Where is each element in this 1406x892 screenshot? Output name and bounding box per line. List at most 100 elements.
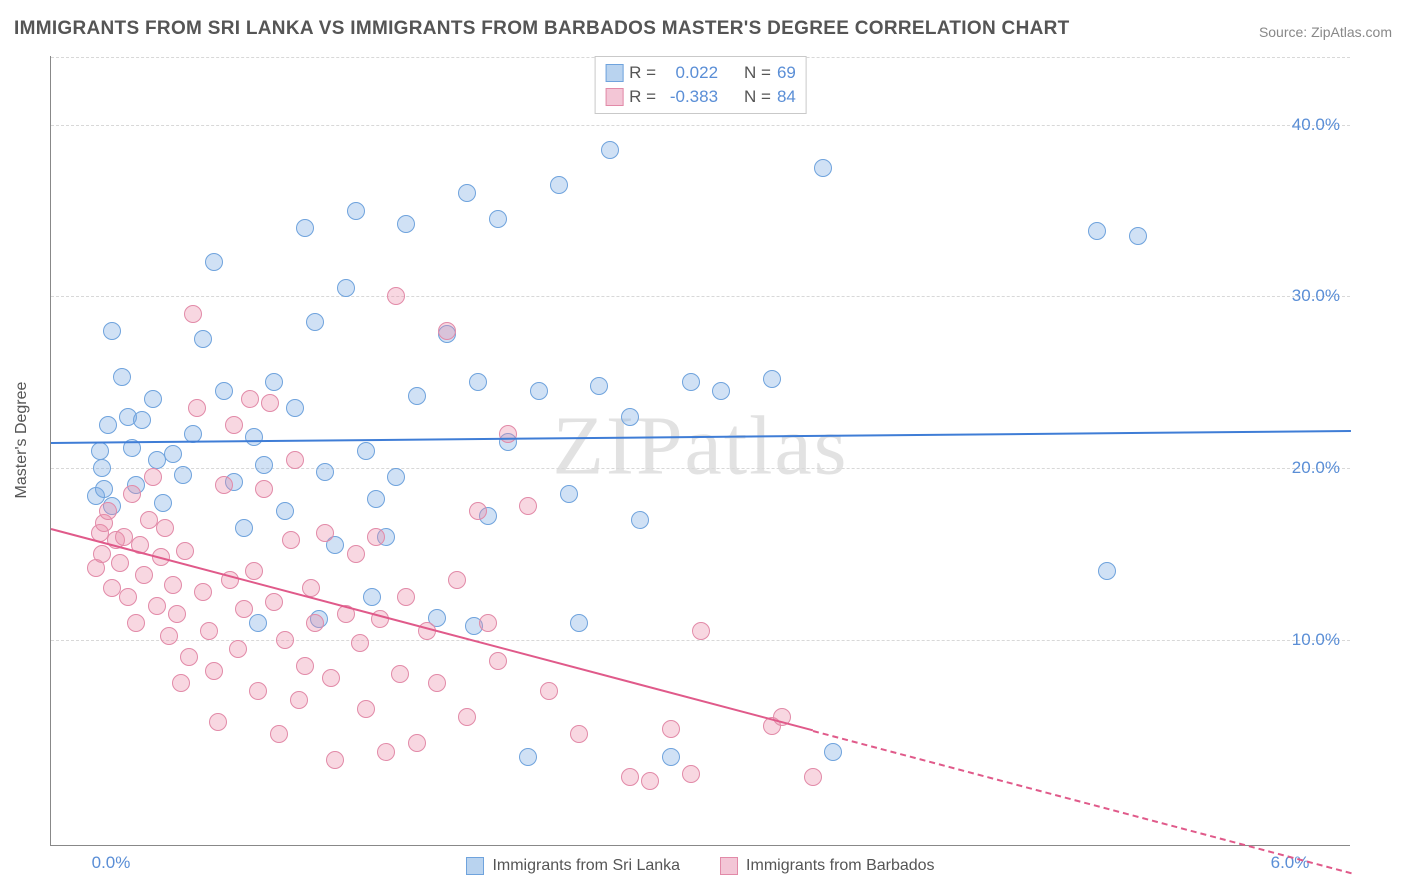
scatter-point bbox=[458, 708, 476, 726]
scatter-point bbox=[351, 634, 369, 652]
scatter-point bbox=[209, 713, 227, 731]
scatter-point bbox=[489, 210, 507, 228]
scatter-point bbox=[148, 597, 166, 615]
y-axis-label: Master's Degree bbox=[13, 382, 31, 499]
legend-item: Immigrants from Sri Lanka bbox=[466, 857, 680, 875]
scatter-point bbox=[276, 631, 294, 649]
scatter-point bbox=[103, 322, 121, 340]
scatter-point bbox=[397, 588, 415, 606]
scatter-point bbox=[337, 279, 355, 297]
scatter-point bbox=[194, 330, 212, 348]
gridline bbox=[51, 296, 1350, 297]
y-tick-label: 10.0% bbox=[1292, 630, 1340, 650]
scatter-point bbox=[316, 524, 334, 542]
scatter-point bbox=[95, 480, 113, 498]
scatter-point bbox=[662, 720, 680, 738]
r-value: -0.383 bbox=[662, 85, 718, 109]
scatter-point bbox=[123, 485, 141, 503]
scatter-point bbox=[194, 583, 212, 601]
scatter-point bbox=[469, 502, 487, 520]
stats-legend-row: R = -0.383N = 84 bbox=[605, 85, 796, 109]
plot-canvas: ZIPatlas 10.0%20.0%30.0%40.0%0.0%6.0% bbox=[51, 56, 1350, 845]
y-tick-label: 20.0% bbox=[1292, 458, 1340, 478]
scatter-point bbox=[306, 313, 324, 331]
scatter-point bbox=[387, 287, 405, 305]
scatter-point bbox=[621, 408, 639, 426]
scatter-point bbox=[363, 588, 381, 606]
scatter-point bbox=[560, 485, 578, 503]
scatter-point bbox=[93, 459, 111, 477]
scatter-point bbox=[519, 748, 537, 766]
watermark-text: ZIPatlas bbox=[553, 397, 849, 494]
scatter-point bbox=[621, 768, 639, 786]
stats-legend-row: R = 0.022N = 69 bbox=[605, 61, 796, 85]
scatter-point bbox=[1129, 227, 1147, 245]
legend-label: Immigrants from Barbados bbox=[746, 857, 935, 875]
scatter-point bbox=[164, 445, 182, 463]
scatter-point bbox=[156, 519, 174, 537]
scatter-point bbox=[286, 399, 304, 417]
source-link[interactable]: ZipAtlas.com bbox=[1311, 24, 1392, 40]
scatter-point bbox=[550, 176, 568, 194]
scatter-point bbox=[144, 390, 162, 408]
scatter-point bbox=[174, 466, 192, 484]
scatter-point bbox=[249, 682, 267, 700]
scatter-point bbox=[188, 399, 206, 417]
scatter-point bbox=[164, 576, 182, 594]
n-label: N = bbox=[744, 85, 771, 109]
r-label: R = bbox=[629, 85, 656, 109]
scatter-point bbox=[180, 648, 198, 666]
scatter-point bbox=[682, 765, 700, 783]
scatter-point bbox=[296, 657, 314, 675]
scatter-point bbox=[499, 425, 517, 443]
trend-line-extrapolated bbox=[812, 730, 1351, 874]
scatter-point bbox=[682, 373, 700, 391]
scatter-point bbox=[590, 377, 608, 395]
scatter-point bbox=[229, 640, 247, 658]
legend-swatch bbox=[605, 64, 623, 82]
scatter-point bbox=[479, 614, 497, 632]
scatter-point bbox=[176, 542, 194, 560]
scatter-point bbox=[282, 531, 300, 549]
scatter-point bbox=[241, 390, 259, 408]
scatter-point bbox=[391, 665, 409, 683]
scatter-point bbox=[144, 468, 162, 486]
scatter-point bbox=[519, 497, 537, 515]
scatter-point bbox=[448, 571, 466, 589]
scatter-point bbox=[245, 428, 263, 446]
scatter-point bbox=[184, 305, 202, 323]
legend-label: Immigrants from Sri Lanka bbox=[492, 857, 680, 875]
legend-swatch bbox=[720, 857, 738, 875]
scatter-point bbox=[296, 219, 314, 237]
scatter-point bbox=[235, 519, 253, 537]
scatter-point bbox=[367, 490, 385, 508]
scatter-point bbox=[135, 566, 153, 584]
scatter-point bbox=[127, 614, 145, 632]
scatter-point bbox=[276, 502, 294, 520]
scatter-point bbox=[265, 373, 283, 391]
scatter-point bbox=[113, 368, 131, 386]
legend-item: Immigrants from Barbados bbox=[720, 857, 935, 875]
scatter-point bbox=[631, 511, 649, 529]
scatter-point bbox=[662, 748, 680, 766]
scatter-point bbox=[245, 562, 263, 580]
scatter-point bbox=[93, 545, 111, 563]
scatter-point bbox=[205, 662, 223, 680]
scatter-point bbox=[377, 743, 395, 761]
r-label: R = bbox=[629, 61, 656, 85]
scatter-point bbox=[397, 215, 415, 233]
scatter-point bbox=[326, 751, 344, 769]
chart-title: IMMIGRANTS FROM SRI LANKA VS IMMIGRANTS … bbox=[14, 18, 1070, 40]
scatter-point bbox=[804, 768, 822, 786]
scatter-point bbox=[458, 184, 476, 202]
scatter-point bbox=[712, 382, 730, 400]
series-legend: Immigrants from Sri Lanka Immigrants from… bbox=[51, 857, 1350, 875]
scatter-point bbox=[692, 622, 710, 640]
stats-legend: R = 0.022N = 69R = -0.383N = 84 bbox=[594, 56, 807, 114]
scatter-point bbox=[408, 387, 426, 405]
scatter-point bbox=[160, 627, 178, 645]
scatter-point bbox=[140, 511, 158, 529]
scatter-point bbox=[172, 674, 190, 692]
scatter-point bbox=[119, 588, 137, 606]
scatter-point bbox=[286, 451, 304, 469]
